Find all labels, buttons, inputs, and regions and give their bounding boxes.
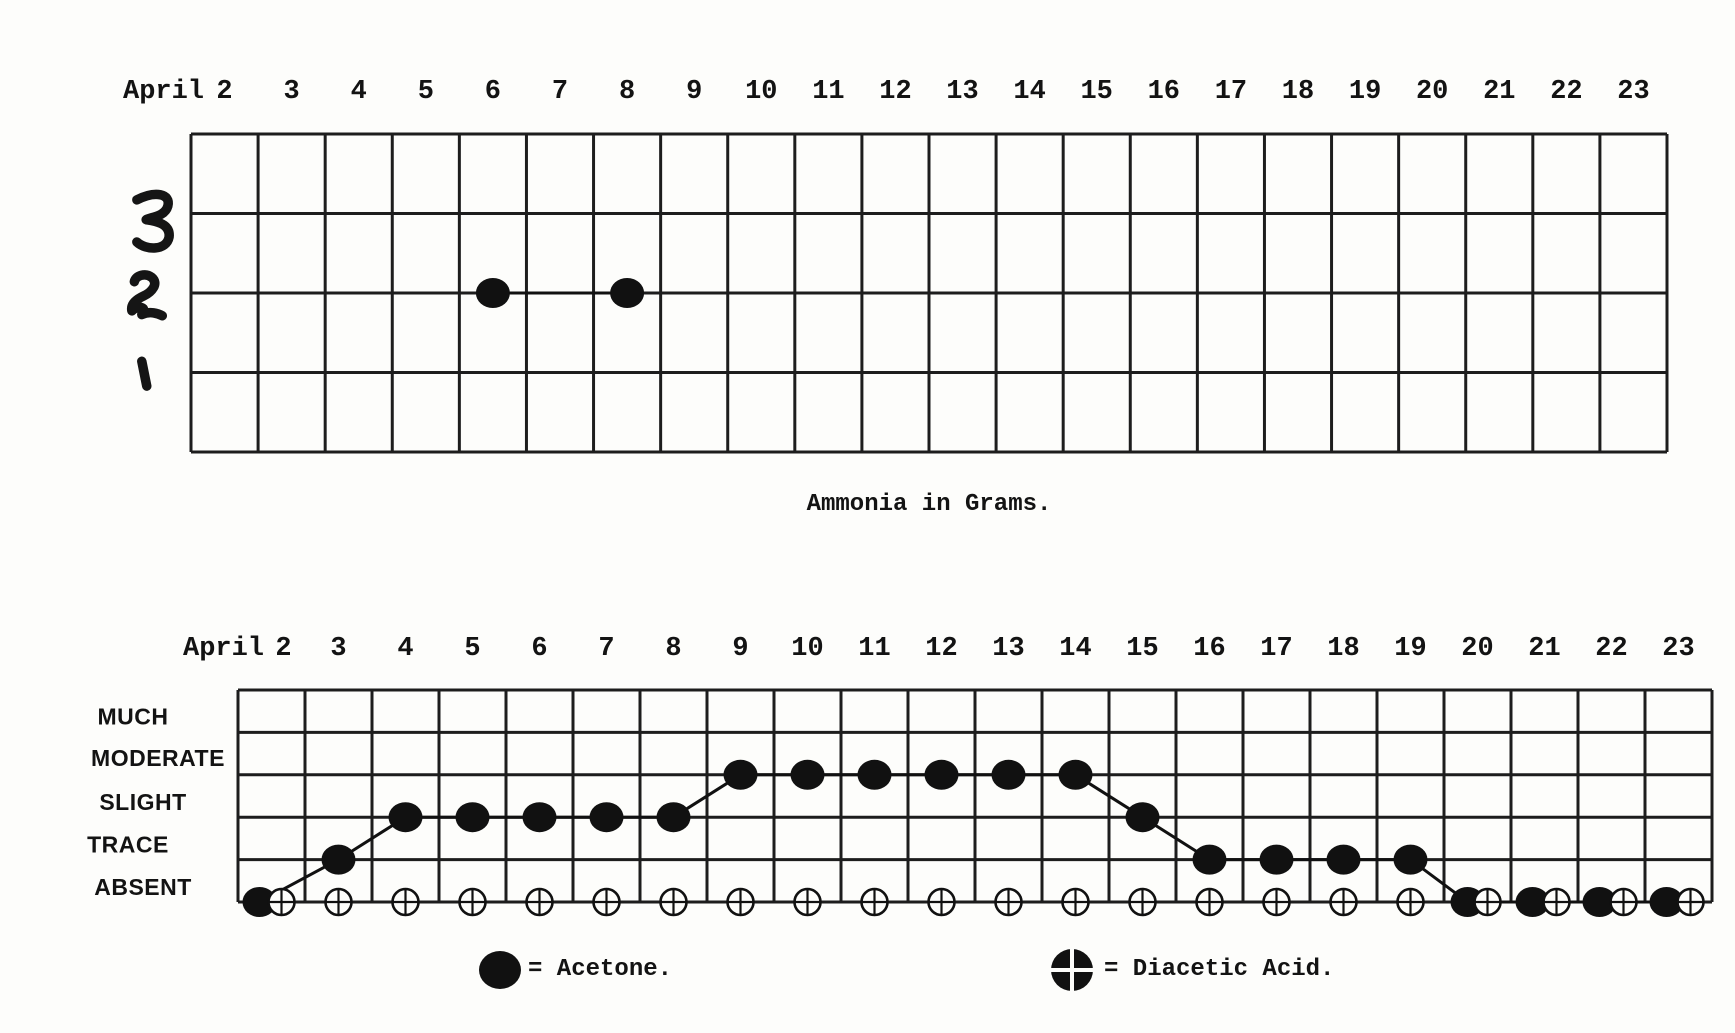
svg-text:April: April <box>123 77 204 107</box>
svg-text:4: 4 <box>351 77 367 107</box>
svg-text:19: 19 <box>1349 77 1381 107</box>
svg-text:3: 3 <box>283 77 299 107</box>
svg-text:8: 8 <box>619 77 635 107</box>
svg-text:12: 12 <box>879 77 911 107</box>
svg-text:7: 7 <box>552 77 568 107</box>
svg-text:23: 23 <box>1617 77 1649 107</box>
svg-text:22: 22 <box>1550 77 1582 107</box>
svg-text:8: 8 <box>665 634 681 664</box>
svg-text:9: 9 <box>686 77 702 107</box>
svg-text:5: 5 <box>464 634 480 664</box>
svg-text:16: 16 <box>1148 77 1180 107</box>
svg-text:13: 13 <box>992 634 1024 664</box>
svg-text:2: 2 <box>275 634 291 664</box>
svg-text:4: 4 <box>397 634 413 664</box>
svg-text:= Acetone.: = Acetone. <box>528 956 672 983</box>
svg-text:16: 16 <box>1193 634 1225 664</box>
svg-text:6: 6 <box>531 634 547 664</box>
svg-text:3: 3 <box>330 634 346 664</box>
svg-text:11: 11 <box>858 634 890 664</box>
svg-text:April: April <box>183 634 264 664</box>
svg-text:MODERATE: MODERATE <box>91 745 225 771</box>
svg-text:15: 15 <box>1126 634 1158 664</box>
svg-text:ABSENT: ABSENT <box>94 874 192 900</box>
svg-text:9: 9 <box>732 634 748 664</box>
svg-text:7: 7 <box>598 634 614 664</box>
svg-text:MUCH: MUCH <box>98 703 169 729</box>
svg-text:11: 11 <box>812 77 844 107</box>
svg-text:15: 15 <box>1080 77 1112 107</box>
svg-text:6: 6 <box>485 77 501 107</box>
svg-text:18: 18 <box>1282 77 1314 107</box>
svg-text:5: 5 <box>418 77 434 107</box>
svg-text:12: 12 <box>925 634 957 664</box>
svg-text:20: 20 <box>1416 77 1448 107</box>
svg-text:23: 23 <box>1662 634 1694 664</box>
svg-text:= Diacetic Acid.: = Diacetic Acid. <box>1104 956 1334 983</box>
svg-text:14: 14 <box>1059 634 1091 664</box>
svg-text:13: 13 <box>946 77 978 107</box>
svg-text:10: 10 <box>745 77 777 107</box>
svg-text:TRACE: TRACE <box>87 832 169 858</box>
svg-text:20: 20 <box>1461 634 1493 664</box>
svg-text:17: 17 <box>1215 77 1247 107</box>
svg-text:17: 17 <box>1260 634 1292 664</box>
svg-text:18: 18 <box>1327 634 1359 664</box>
svg-text:21: 21 <box>1528 634 1560 664</box>
svg-text:21: 21 <box>1483 77 1515 107</box>
svg-text:2: 2 <box>216 77 232 107</box>
svg-text:14: 14 <box>1013 77 1045 107</box>
svg-text:Ammonia in Grams.: Ammonia in Grams. <box>807 491 1052 518</box>
svg-text:SLIGHT: SLIGHT <box>99 789 186 815</box>
svg-text:22: 22 <box>1595 634 1627 664</box>
svg-text:19: 19 <box>1394 634 1426 664</box>
svg-text:10: 10 <box>791 634 823 664</box>
